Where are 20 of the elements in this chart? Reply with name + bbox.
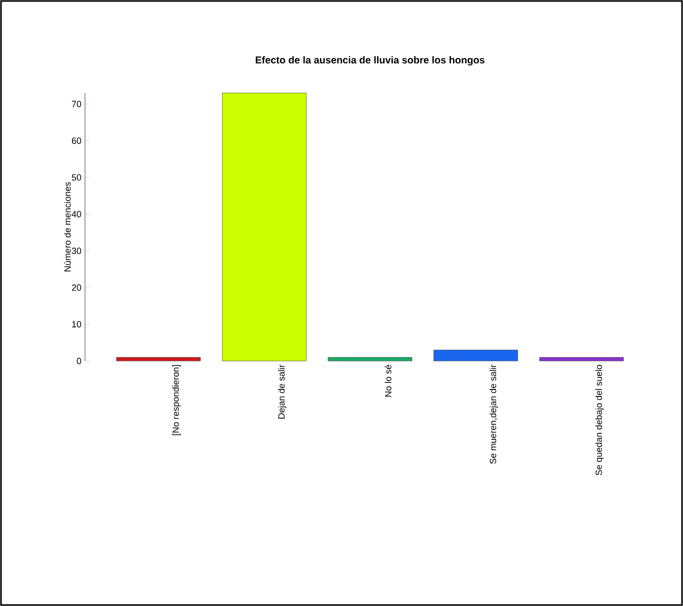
bar <box>539 357 624 362</box>
y-tick-label: 20 <box>72 284 82 291</box>
x-tick-label: Se mueren,dejan de salir <box>490 364 498 464</box>
y-tick-label: 10 <box>72 321 82 328</box>
y-axis-title: Número de menciones <box>64 182 71 272</box>
y-tick-label: 40 <box>72 210 82 218</box>
y-tick-label: 60 <box>72 138 82 144</box>
x-tick-label: Dejan de salir <box>278 364 286 419</box>
bar <box>222 92 306 362</box>
x-tick-label: [No respondieron] <box>172 365 181 436</box>
chart-title: Efecto de la ausencia de lluvia sobre los hongos <box>256 56 484 66</box>
y-tick-label: 30 <box>72 248 82 254</box>
bar <box>328 357 412 362</box>
x-tick-label: No lo sé <box>384 364 392 397</box>
bar <box>116 357 201 362</box>
y-tick-label: 50 <box>72 174 82 181</box>
bar <box>434 350 518 362</box>
y-tick-label: 70 <box>72 100 82 108</box>
y-tick-label: 0 <box>76 358 82 364</box>
x-tick-label: Se quedan debajo del suelo <box>595 364 604 476</box>
